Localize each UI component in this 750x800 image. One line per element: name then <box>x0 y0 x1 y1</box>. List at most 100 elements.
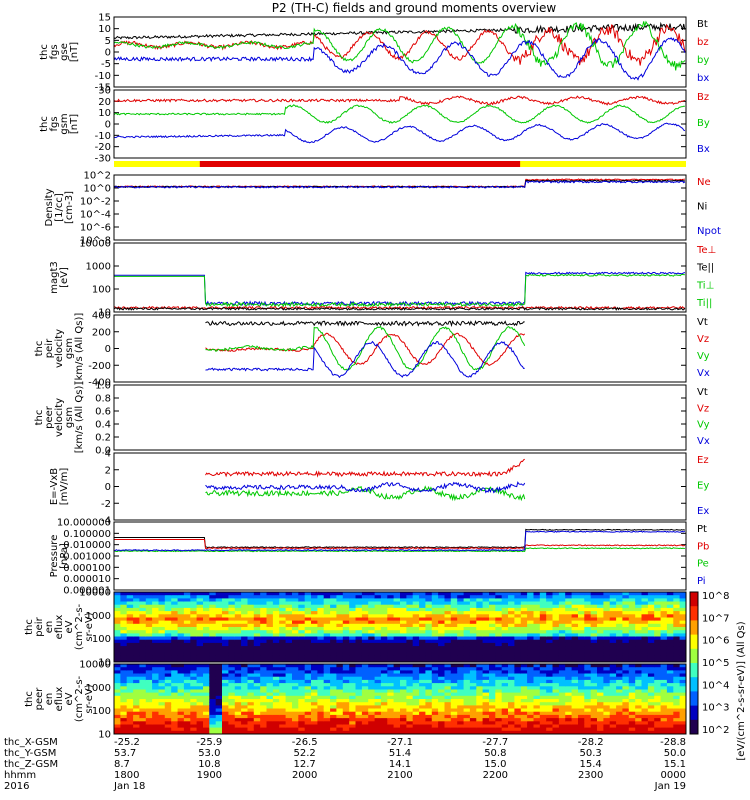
colorbar-tick: 10^5 <box>702 658 729 669</box>
tick-label: 10.000000 <box>57 518 111 529</box>
footer-value: Jan 19 <box>654 781 686 792</box>
ylabel-line: thc <box>34 410 45 426</box>
panel-data <box>114 271 686 311</box>
ylabel-line: en <box>44 693 55 706</box>
panel-data <box>114 592 686 662</box>
ylabel-line: peer <box>44 405 55 429</box>
panel-peer-vel: thc peer velocity gsm [km/s (All Qs)] 1.0 0.8 0… <box>34 381 710 457</box>
ylabel-line: (cm^2-s- <box>74 603 85 650</box>
panel-frame <box>113 89 687 159</box>
footer-value: -25.2 <box>114 737 140 748</box>
ylabel-line: thc <box>39 44 50 60</box>
colorbar-step <box>690 705 698 721</box>
legend-Pi: Pi <box>697 576 706 587</box>
tick-label: 1.0 <box>95 381 111 392</box>
ylabel-line: [mV/m] <box>59 468 70 506</box>
tick-label: 10 <box>98 730 111 741</box>
panel-data <box>114 20 686 81</box>
panel-frame <box>113 174 687 241</box>
legend-Vz: Vz <box>697 403 709 414</box>
panel-frame <box>113 663 687 735</box>
footer-value: 51.4 <box>389 748 411 759</box>
panel-efield: E=-VxB [mV/m] 4 2 0 -2 -4 Ez Ey Ex <box>49 449 709 527</box>
tick-label: 10^-6 <box>80 223 111 234</box>
series-Bt <box>114 21 686 40</box>
footer-value: 15.1 <box>664 759 686 770</box>
tick-label: 0.010000 <box>63 540 111 551</box>
legend-Ey: Ey <box>697 481 709 492</box>
footer-value: 15.0 <box>484 759 506 770</box>
series-Vx <box>205 340 525 379</box>
panel-data <box>205 458 526 502</box>
series-by <box>114 20 686 71</box>
tick-label: 0.001000 <box>63 552 111 563</box>
series-bx <box>114 37 686 81</box>
legend-Vt: Vt <box>697 387 708 398</box>
panel-peer-spec: thc peer en eflux eV (cm^2-s-sr-eV) 10000 1000 1… <box>24 660 687 741</box>
footer-label-hhmm: hhmm <box>4 770 36 781</box>
legend-Bx: Bx <box>697 144 710 155</box>
colorbar-step <box>690 648 698 664</box>
tick-label: 10^-8 <box>80 236 111 247</box>
ylabel-line: magt3 <box>49 261 60 294</box>
ylabel-line: velocity <box>54 398 65 437</box>
tick-label: 10000 <box>79 660 111 671</box>
tick-label: 0.6 <box>95 407 111 418</box>
legend-bx: bx <box>697 73 709 84</box>
panel-frame <box>113 452 687 521</box>
tick-label: 2 <box>105 465 111 476</box>
legend-Bt: Bt <box>697 19 708 30</box>
colorbar: 10^8 10^7 10^6 10^5 10^4 10^3 10^2 [eV/(cm^2-s-… <box>689 591 747 761</box>
ylabel-line: fgs <box>49 44 60 59</box>
tick-label: 15 <box>98 13 111 24</box>
footer-value: 8.7 <box>114 759 130 770</box>
tick-label: 4 <box>105 449 111 460</box>
legend-Pe: Pe <box>697 559 709 570</box>
series-Vt <box>205 320 525 328</box>
legend-Ti⊥: Ti⊥ <box>696 280 714 291</box>
panel-peir-vel: thc peir velocity gsm [km/s (All Qs)] 400 200 0… <box>34 311 710 389</box>
ylabel-line: peer <box>34 687 45 711</box>
series-Ez <box>205 458 525 478</box>
ylabel-line: thc <box>24 619 35 635</box>
footer-label-2016: 2016 <box>4 781 29 792</box>
colorbar-tick: 10^2 <box>702 725 729 736</box>
tick-label: 100 <box>92 706 111 717</box>
tick-label: 20 <box>98 97 111 108</box>
legend-Npot: Npot <box>697 226 721 237</box>
footer-value: -27.7 <box>482 737 508 748</box>
colorbar-step <box>690 606 698 621</box>
footer-value: -25.9 <box>196 737 222 748</box>
colorbar-step <box>690 719 698 735</box>
tick-label: 5 <box>105 36 111 47</box>
legend-Te||: Te|| <box>696 263 714 274</box>
legend-Ti||: Ti|| <box>696 298 712 309</box>
tick-label: -5 <box>101 59 111 70</box>
footer-value: 2200 <box>483 770 508 781</box>
panel-data <box>114 664 686 734</box>
footer-value: 50.3 <box>580 748 602 759</box>
tick-label: 0 <box>105 482 111 493</box>
footer-value: 15.4 <box>580 759 602 770</box>
footer-value: 14.1 <box>389 759 411 770</box>
colorbar-label: [eV/(cm^2-s-sr-eV)] (All Qs) <box>736 621 747 760</box>
quality-bar-red <box>199 161 521 167</box>
legend-Ex: Ex <box>697 506 709 517</box>
footer-value: -26.5 <box>292 737 318 748</box>
ylabel-line: eflux <box>54 687 65 712</box>
ylabel-line: gsm <box>64 338 75 359</box>
ylabel-line: velocity <box>54 329 65 368</box>
ylabel-line: sr-eV) <box>84 612 95 641</box>
panel-data <box>114 95 686 144</box>
colorbar-step <box>690 691 698 707</box>
colorbar-tick: 10^6 <box>702 636 729 647</box>
ylabel-line: [cm-3] <box>64 191 75 224</box>
series-Te-perp <box>114 305 686 310</box>
ylabel-line: thc <box>34 341 45 357</box>
legend-Ne: Ne <box>697 177 711 188</box>
tick-label: 0.4 <box>95 420 111 431</box>
footer-label-thc_X-GSM: thc_X-GSM <box>4 737 58 748</box>
footer-value: -28.2 <box>578 737 604 748</box>
series-Vz <box>205 332 526 366</box>
tick-label: 100 <box>92 285 111 296</box>
